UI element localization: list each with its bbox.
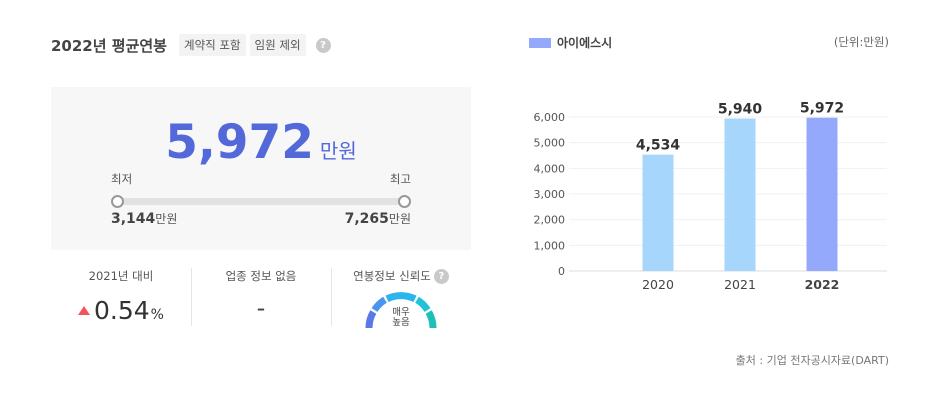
- max-salary-value: 7,265: [344, 211, 389, 227]
- bar-value-label: 5,972: [800, 101, 844, 117]
- reliability-level-1: 매우: [392, 307, 410, 318]
- min-salary-unit: 만원: [155, 212, 178, 226]
- y-tick-label: 6,000: [534, 111, 566, 124]
- reliability-caption: 연봉정보 신뢰도: [353, 269, 431, 283]
- arrow-up-icon: [78, 306, 90, 315]
- legend-swatch: [529, 37, 551, 48]
- salary-range-bar: [117, 198, 405, 205]
- yoy-caption: 2021년 대비: [88, 269, 154, 283]
- section-title: 2022년 평균연봉: [51, 36, 167, 55]
- y-tick-label: 1,000: [534, 239, 566, 252]
- tag-exec-excluded: 임원 제외: [249, 34, 306, 56]
- max-salary-unit: 만원: [388, 212, 411, 226]
- y-tick-label: 5,000: [534, 137, 566, 150]
- gauge-icon: [365, 292, 437, 329]
- bar: [642, 154, 674, 271]
- bar: [806, 117, 838, 272]
- source-note: 출처 : 기업 전자공시자료(DART): [735, 354, 889, 367]
- industry-stat: 업종 정보 없음 -: [191, 268, 331, 322]
- min-salary-value: 3,144: [111, 211, 156, 227]
- range-min-knob-icon: [111, 195, 124, 208]
- average-salary: 5,972 만원: [51, 115, 471, 170]
- range-max-knob-icon: [398, 195, 411, 208]
- y-tick-label: 2,000: [534, 214, 566, 227]
- bar-value-label: 5,940: [718, 102, 763, 118]
- y-tick-label: 3,000: [534, 188, 566, 201]
- unit-note: (단위:만원): [833, 35, 889, 49]
- yoy-change: 0.54%: [51, 296, 191, 325]
- yoy-stat: 2021년 대비 0.54%: [51, 268, 191, 325]
- max-label: 최고: [389, 172, 411, 186]
- bar-value-label: 4,534: [636, 138, 681, 154]
- chart-legend: 아이에스시: [529, 34, 612, 51]
- reliability-level-2: 높음: [392, 317, 410, 328]
- average-salary-unit: 만원: [319, 139, 357, 163]
- x-tick-label: 2021: [724, 277, 756, 292]
- tag-contract: 계약직 포함: [178, 34, 246, 56]
- x-tick-label: 2022: [805, 277, 840, 292]
- min-salary: 3,144만원: [111, 210, 177, 227]
- industry-value: -: [256, 294, 266, 322]
- average-salary-panel: 5,972 만원 최저 최고 3,144만원 7,265만원: [51, 87, 471, 250]
- max-salary: 7,265만원: [345, 210, 411, 227]
- bar: [724, 118, 756, 271]
- industry-caption: 업종 정보 없음: [225, 269, 297, 283]
- average-salary-value: 5,972: [165, 115, 314, 170]
- stat-divider: [331, 268, 332, 326]
- min-label: 최저: [111, 172, 133, 186]
- salary-bar-chart: 0 1,000 2,000 3,000 4,000 5,000 6,000 4,534 2020…: [534, 101, 887, 292]
- y-tick-label: 0: [558, 265, 565, 278]
- reliability-gauge: 매우 높음: [365, 292, 437, 329]
- y-tick-label: 4,000: [534, 162, 566, 175]
- reliability-stat: 연봉정보 신뢰도 ? 매우 높음: [331, 268, 471, 329]
- question-icon[interactable]: ?: [433, 268, 449, 284]
- yoy-value: 0.54: [94, 296, 150, 325]
- legend-label: 아이에스시: [557, 36, 613, 50]
- section-header: 2022년 평균연봉 계약직 포함 임원 제외 ?: [51, 34, 331, 56]
- yoy-unit: %: [150, 307, 164, 323]
- question-icon[interactable]: ?: [315, 37, 331, 53]
- stat-divider: [191, 268, 192, 326]
- x-tick-label: 2020: [642, 277, 674, 292]
